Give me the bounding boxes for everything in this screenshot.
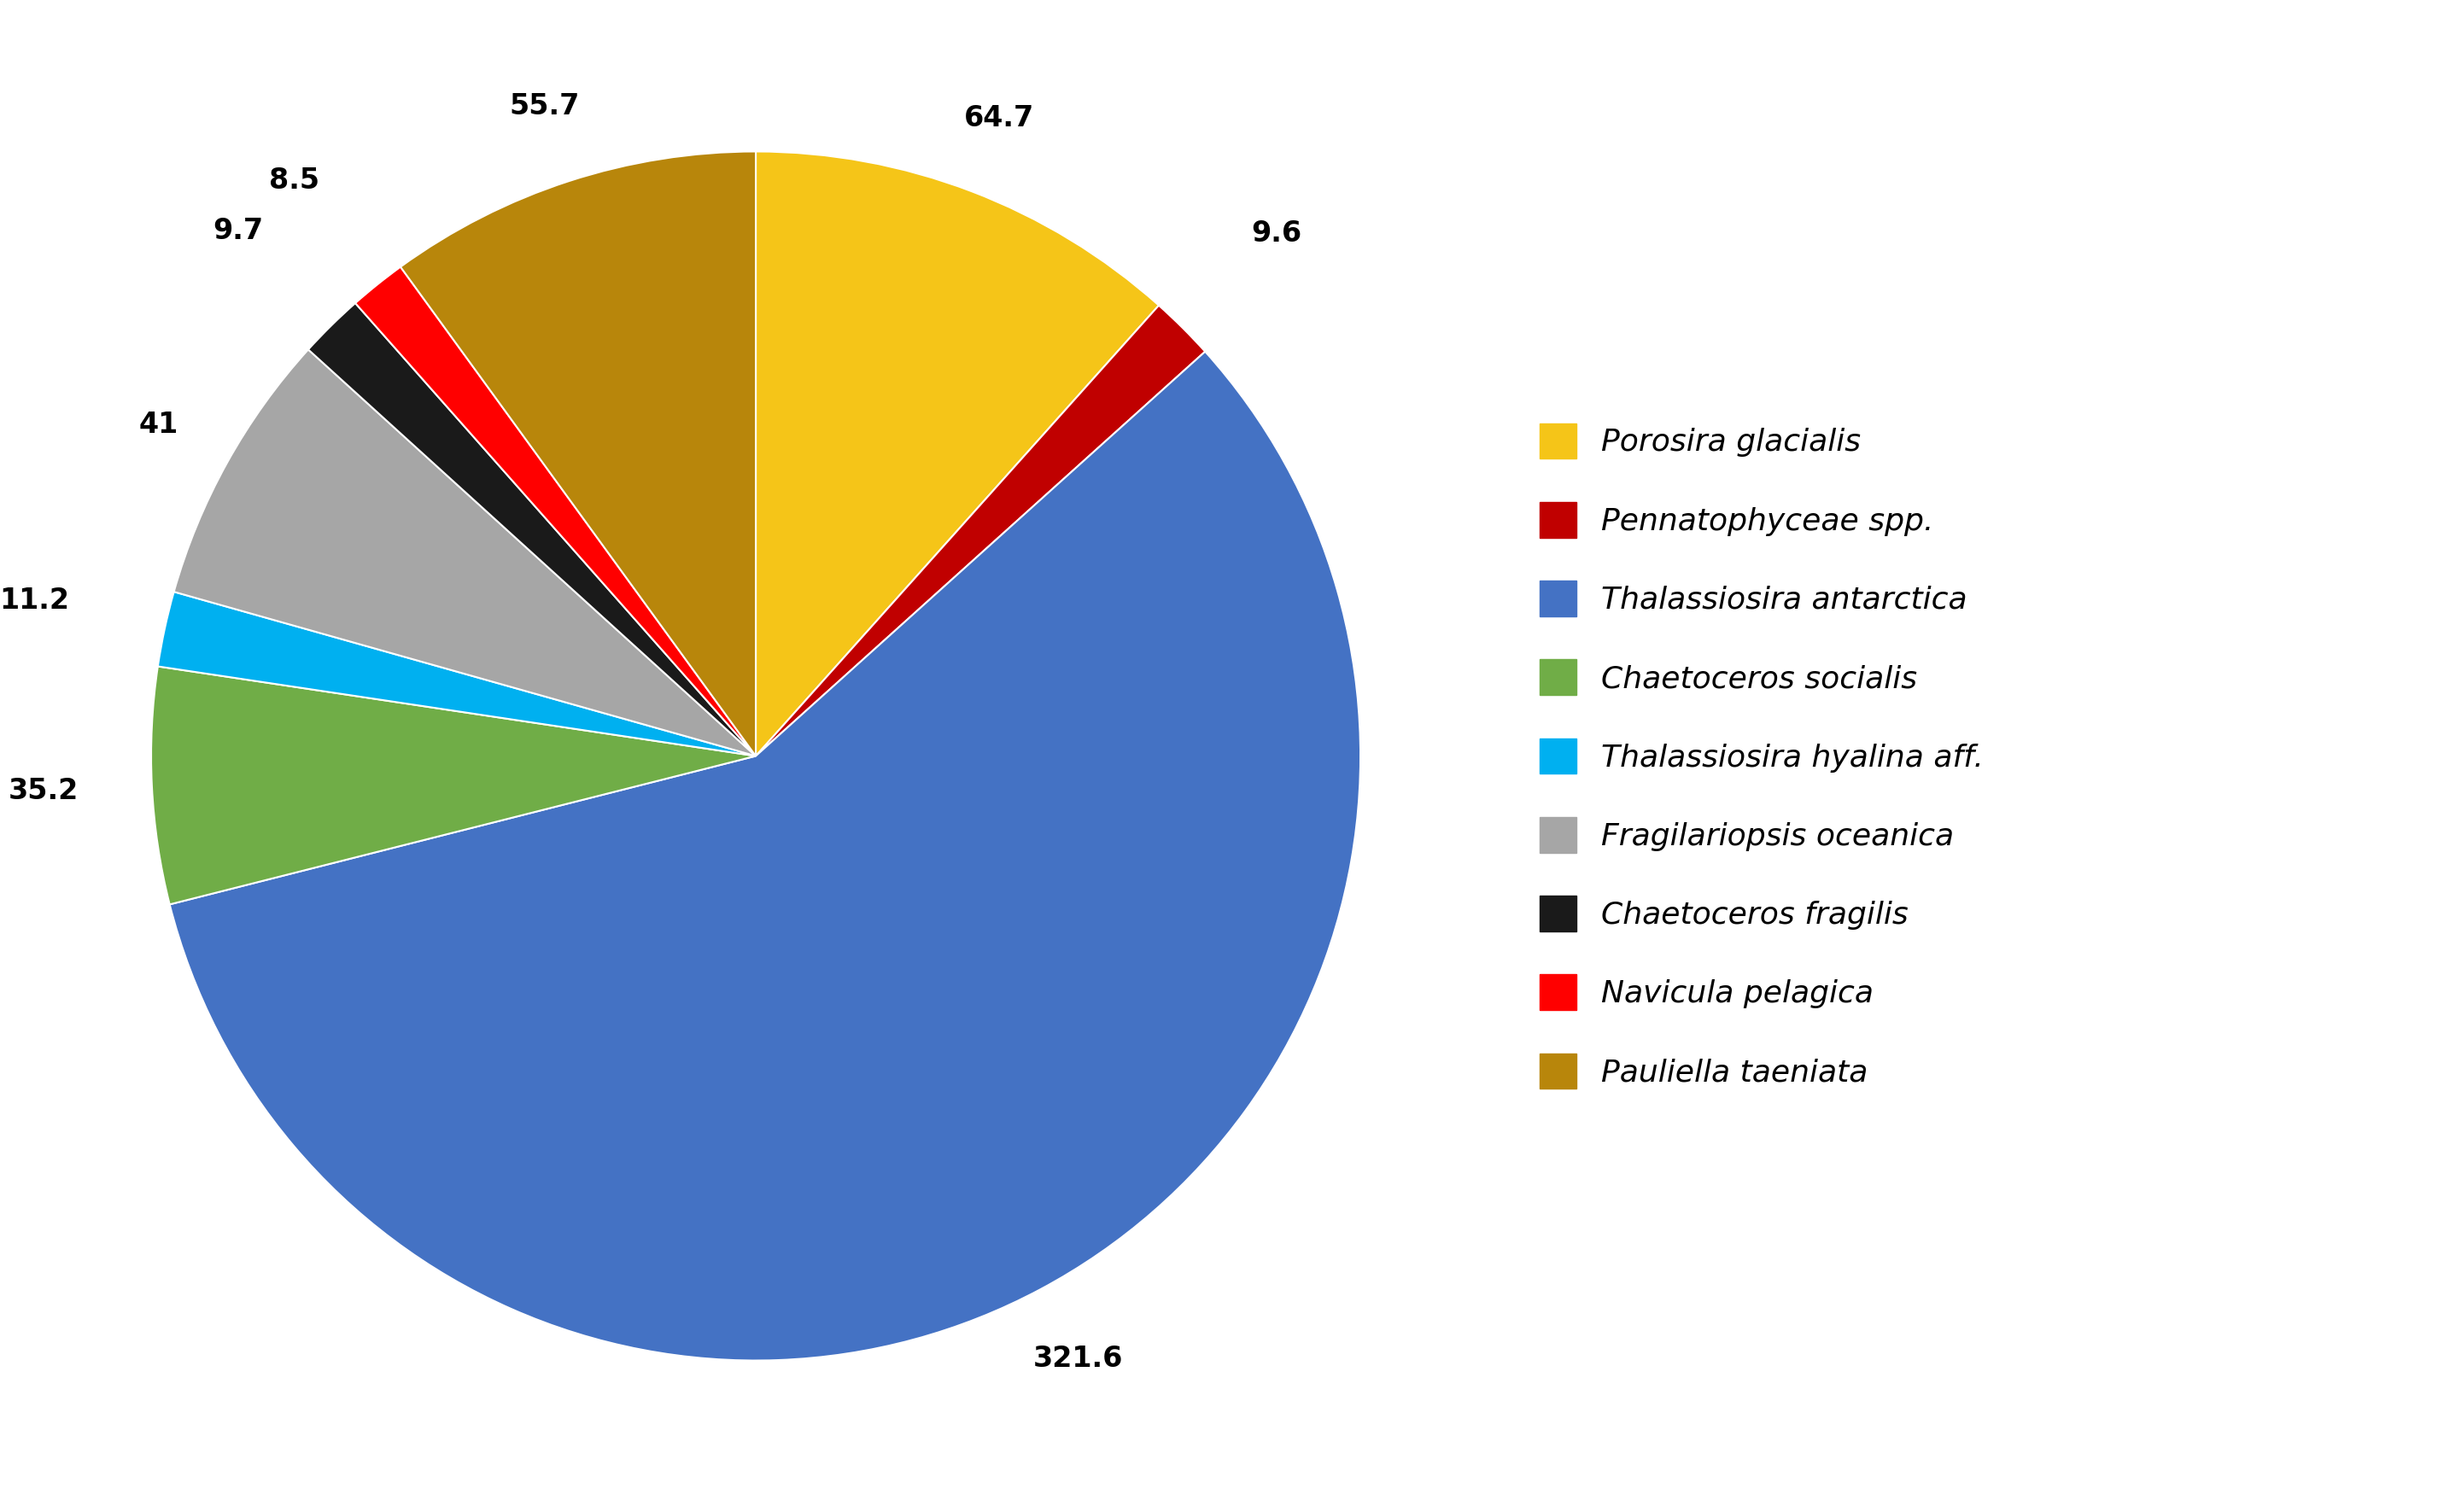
Legend: Porosira glacialis, Pennatophyceae spp., Thalassiosira antarctica, Chaetoceros s: Porosira glacialis, Pennatophyceae spp.,… [1526,411,1997,1101]
Text: 41: 41 [139,411,178,438]
Text: 11.2: 11.2 [0,587,71,615]
Wedge shape [151,667,756,904]
Wedge shape [171,352,1360,1361]
Text: 321.6: 321.6 [1034,1344,1121,1373]
Text: 55.7: 55.7 [510,92,580,121]
Text: 9.7: 9.7 [212,216,263,245]
Text: 9.6: 9.6 [1251,219,1302,248]
Text: 8.5: 8.5 [268,166,319,195]
Wedge shape [356,268,756,756]
Wedge shape [307,302,756,756]
Wedge shape [400,151,756,756]
Wedge shape [158,591,756,756]
Wedge shape [756,305,1204,756]
Wedge shape [756,151,1158,756]
Wedge shape [173,349,756,756]
Text: 35.2: 35.2 [7,777,78,806]
Text: 64.7: 64.7 [965,104,1034,132]
